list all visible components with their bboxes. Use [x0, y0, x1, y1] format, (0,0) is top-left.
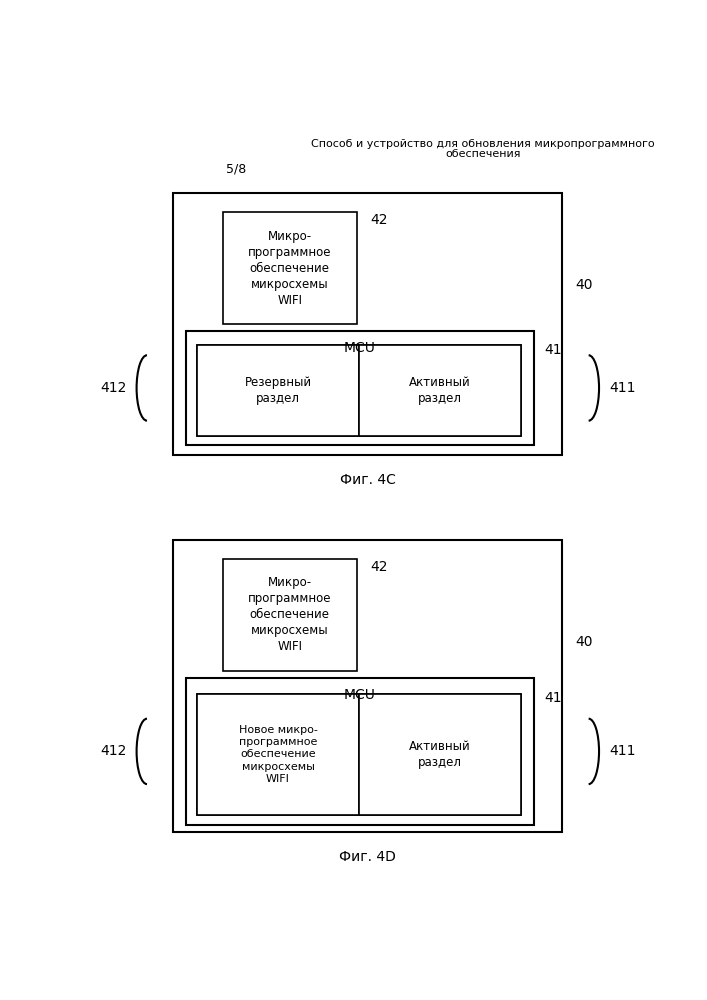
- Text: 40: 40: [575, 635, 593, 649]
- Text: обеспечения: обеспечения: [445, 149, 520, 159]
- Bar: [197, 694, 359, 815]
- Text: 412: 412: [100, 381, 127, 395]
- Text: Активный
раздел: Активный раздел: [409, 376, 471, 405]
- Text: 411: 411: [609, 381, 636, 395]
- Text: Резервный
раздел: Резервный раздел: [245, 376, 312, 405]
- Text: Способ и устройство для обновления микропрограммного: Способ и устройство для обновления микро…: [311, 139, 655, 149]
- Text: Микро-
программное
обеспечение
микросхемы
WIFI: Микро- программное обеспечение микросхем…: [248, 576, 332, 653]
- Bar: [197, 345, 521, 436]
- Text: Микро-
программное
обеспечение
микросхемы
WIFI: Микро- программное обеспечение микросхем…: [248, 230, 332, 307]
- Text: 411: 411: [609, 744, 636, 758]
- Bar: [173, 540, 562, 832]
- Text: Новое микро-
программное
обеспечение
микросхемы
WIFI: Новое микро- программное обеспечение мик…: [238, 725, 317, 784]
- Text: 412: 412: [100, 744, 127, 758]
- Text: 41: 41: [544, 690, 562, 704]
- Bar: [359, 694, 521, 815]
- Bar: [173, 193, 562, 455]
- Bar: [197, 345, 359, 436]
- Text: Фиг. 4C: Фиг. 4C: [340, 473, 396, 487]
- Text: MCU: MCU: [344, 688, 376, 702]
- Text: MCU: MCU: [344, 341, 376, 355]
- Text: 42: 42: [370, 560, 387, 574]
- Text: 42: 42: [370, 213, 387, 227]
- Text: 5/8: 5/8: [226, 162, 247, 175]
- Bar: [223, 559, 357, 671]
- Text: 41: 41: [544, 343, 562, 357]
- Bar: [186, 678, 534, 825]
- Text: Фиг. 4D: Фиг. 4D: [339, 850, 396, 864]
- Bar: [223, 212, 357, 324]
- Bar: [186, 331, 534, 445]
- Text: Активный
раздел: Активный раздел: [409, 740, 471, 769]
- Text: 40: 40: [575, 278, 593, 292]
- Bar: [197, 694, 521, 815]
- Bar: [359, 345, 521, 436]
